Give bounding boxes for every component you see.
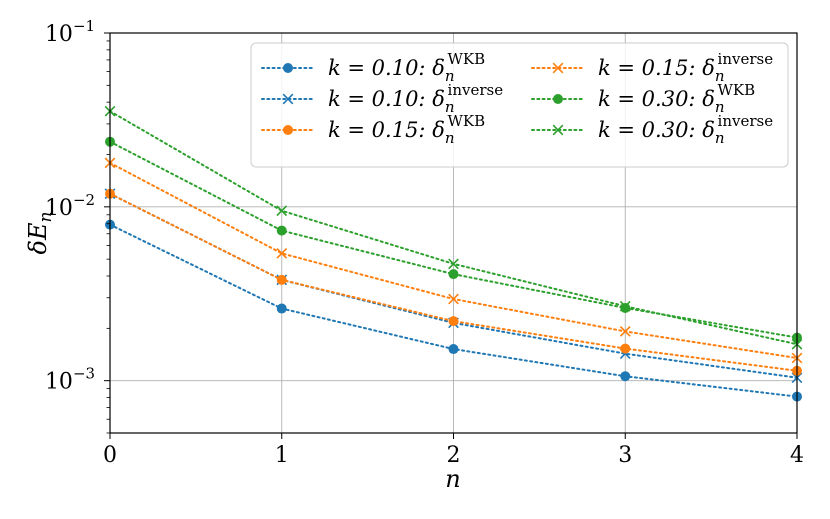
series-0-point-2 bbox=[448, 344, 459, 355]
legend-entry-1-sup: inverse bbox=[448, 81, 504, 99]
y-axis-label-sub: n bbox=[36, 212, 56, 223]
legend-entry-1-sub: n bbox=[445, 98, 455, 116]
legend-entry-0-k: k = 0.10: bbox=[328, 56, 432, 80]
legend-entry-0-sup: WKB bbox=[448, 50, 486, 68]
x-tick-label-2: 2 bbox=[447, 443, 461, 468]
y-tick-label-exp: −3 bbox=[73, 365, 95, 383]
legend-entry-4-delta: δ bbox=[702, 87, 715, 111]
legend-entry-1-marker-stroke-2 bbox=[282, 93, 294, 105]
series-5-point-3 bbox=[619, 300, 631, 312]
legend-entry-5-sup: inverse bbox=[718, 112, 774, 130]
series-0-point-1 bbox=[276, 303, 287, 314]
series-0 bbox=[105, 219, 802, 402]
y-tick-label-base: 10 bbox=[45, 22, 73, 47]
y-tick-label-2: 10−1 bbox=[45, 17, 95, 47]
legend-entry-1-label: k = 0.10: δninverse bbox=[328, 81, 503, 116]
legend-entry-5-marker bbox=[552, 124, 564, 136]
legend-entry-2-sub: n bbox=[445, 129, 455, 147]
legend-entry-5-marker-stroke-2 bbox=[552, 124, 564, 136]
legend-entry-0-label: k = 0.10: δnWKB bbox=[328, 50, 485, 85]
legend-entry-5-label: k = 0.30: δninverse bbox=[598, 112, 773, 147]
legend-entry-3-sub: n bbox=[715, 67, 725, 85]
legend-entry-2: k = 0.15: δnWKB bbox=[261, 112, 485, 147]
y-tick-label-1: 10−2 bbox=[45, 191, 95, 221]
legend-entry-0-delta: δ bbox=[432, 56, 445, 80]
legend-entry-4: k = 0.30: δnWKB bbox=[531, 81, 755, 116]
x-tick-label-3: 3 bbox=[618, 443, 632, 468]
series-2-point-1 bbox=[276, 274, 287, 285]
legend-entry-1-marker bbox=[282, 93, 294, 105]
series-5 bbox=[104, 105, 803, 350]
legend-entry-2-label: k = 0.15: δnWKB bbox=[328, 112, 485, 147]
series-2-point-3 bbox=[620, 343, 631, 354]
legend-entry-5-delta: δ bbox=[702, 118, 715, 142]
legend-entry-0: k = 0.10: δnWKB bbox=[261, 50, 485, 85]
legend-entry-2-marker bbox=[283, 125, 293, 135]
series-4-point-2 bbox=[448, 269, 459, 280]
legend-entry-3-delta: δ bbox=[702, 56, 715, 80]
series-3-point-3-stroke-2 bbox=[619, 326, 631, 337]
legend-entry-1-k: k = 0.10: bbox=[328, 87, 432, 111]
series-3-point-1 bbox=[276, 247, 288, 259]
series-4-point-1 bbox=[276, 225, 287, 236]
x-axis-label: n bbox=[445, 465, 460, 493]
series-3-point-3 bbox=[619, 326, 631, 337]
series-3-point-1-stroke-2 bbox=[276, 247, 288, 259]
y-axis-label: δEn bbox=[24, 212, 56, 255]
legend-entry-3-label: k = 0.15: δninverse bbox=[598, 50, 773, 85]
legend-box bbox=[250, 42, 789, 168]
legend-entry-5-k: k = 0.30: bbox=[598, 118, 702, 142]
y-axis-label-main: δE bbox=[24, 222, 52, 254]
legend-entry-2-k: k = 0.15: bbox=[328, 118, 432, 142]
legend-entry-2-sup: WKB bbox=[448, 112, 486, 130]
y-tick-label-exp: −1 bbox=[73, 17, 95, 35]
legend-entry-4-marker bbox=[553, 94, 563, 104]
legend-entry-3-marker-stroke-2 bbox=[552, 62, 564, 74]
series-5-point-2 bbox=[448, 258, 459, 270]
legend-entry-0-marker bbox=[283, 63, 293, 73]
legend-entry-1-delta: δ bbox=[432, 87, 445, 111]
legend-entry-4-k: k = 0.30: bbox=[598, 87, 702, 111]
series-layer bbox=[104, 105, 803, 402]
legend-entry-3: k = 0.15: δninverse bbox=[531, 50, 773, 85]
series-0-point-3 bbox=[620, 371, 631, 382]
series-5-point-3-stroke-2 bbox=[619, 300, 631, 312]
legend-entry-4-sup: WKB bbox=[718, 81, 756, 99]
legend-entry-3-marker bbox=[552, 62, 564, 74]
legend-entry-4-label: k = 0.30: δnWKB bbox=[598, 81, 755, 116]
series-2-line bbox=[109, 192, 798, 372]
legend-entry-3-sup: inverse bbox=[718, 50, 774, 68]
legend-entry-2-delta: δ bbox=[432, 118, 445, 142]
series-3-point-2-stroke-2 bbox=[448, 293, 459, 305]
y-tick-label-exp: −2 bbox=[73, 191, 95, 209]
series-2 bbox=[105, 188, 802, 376]
legend-entry-4-sub: n bbox=[715, 98, 725, 116]
ticks: 0 1 2 3 410−310−210−1 bbox=[45, 17, 804, 468]
x-tick-label-1: 1 bbox=[275, 443, 289, 468]
legend-entry-3-k: k = 0.15: bbox=[598, 56, 702, 80]
legend-entry-0-sub: n bbox=[445, 67, 455, 85]
y-tick-label-0: 10−3 bbox=[45, 365, 95, 395]
x-tick-label-0: 0 bbox=[103, 443, 117, 468]
series-5-point-1-stroke-2 bbox=[276, 205, 288, 217]
series-3-point-2 bbox=[448, 293, 459, 305]
legend-entry-5: k = 0.30: δninverse bbox=[531, 112, 773, 147]
y-tick-label-base: 10 bbox=[45, 370, 73, 395]
y-tick-label-base: 10 bbox=[45, 196, 73, 221]
x-tick-label-4: 4 bbox=[790, 443, 804, 468]
series-5-point-1 bbox=[276, 205, 288, 217]
series-2-point-2 bbox=[448, 316, 459, 327]
legend-entry-1: k = 0.10: δninverse bbox=[261, 81, 503, 116]
legend-entry-5-sub: n bbox=[715, 129, 725, 147]
series-5-point-2-stroke-2 bbox=[448, 258, 459, 270]
